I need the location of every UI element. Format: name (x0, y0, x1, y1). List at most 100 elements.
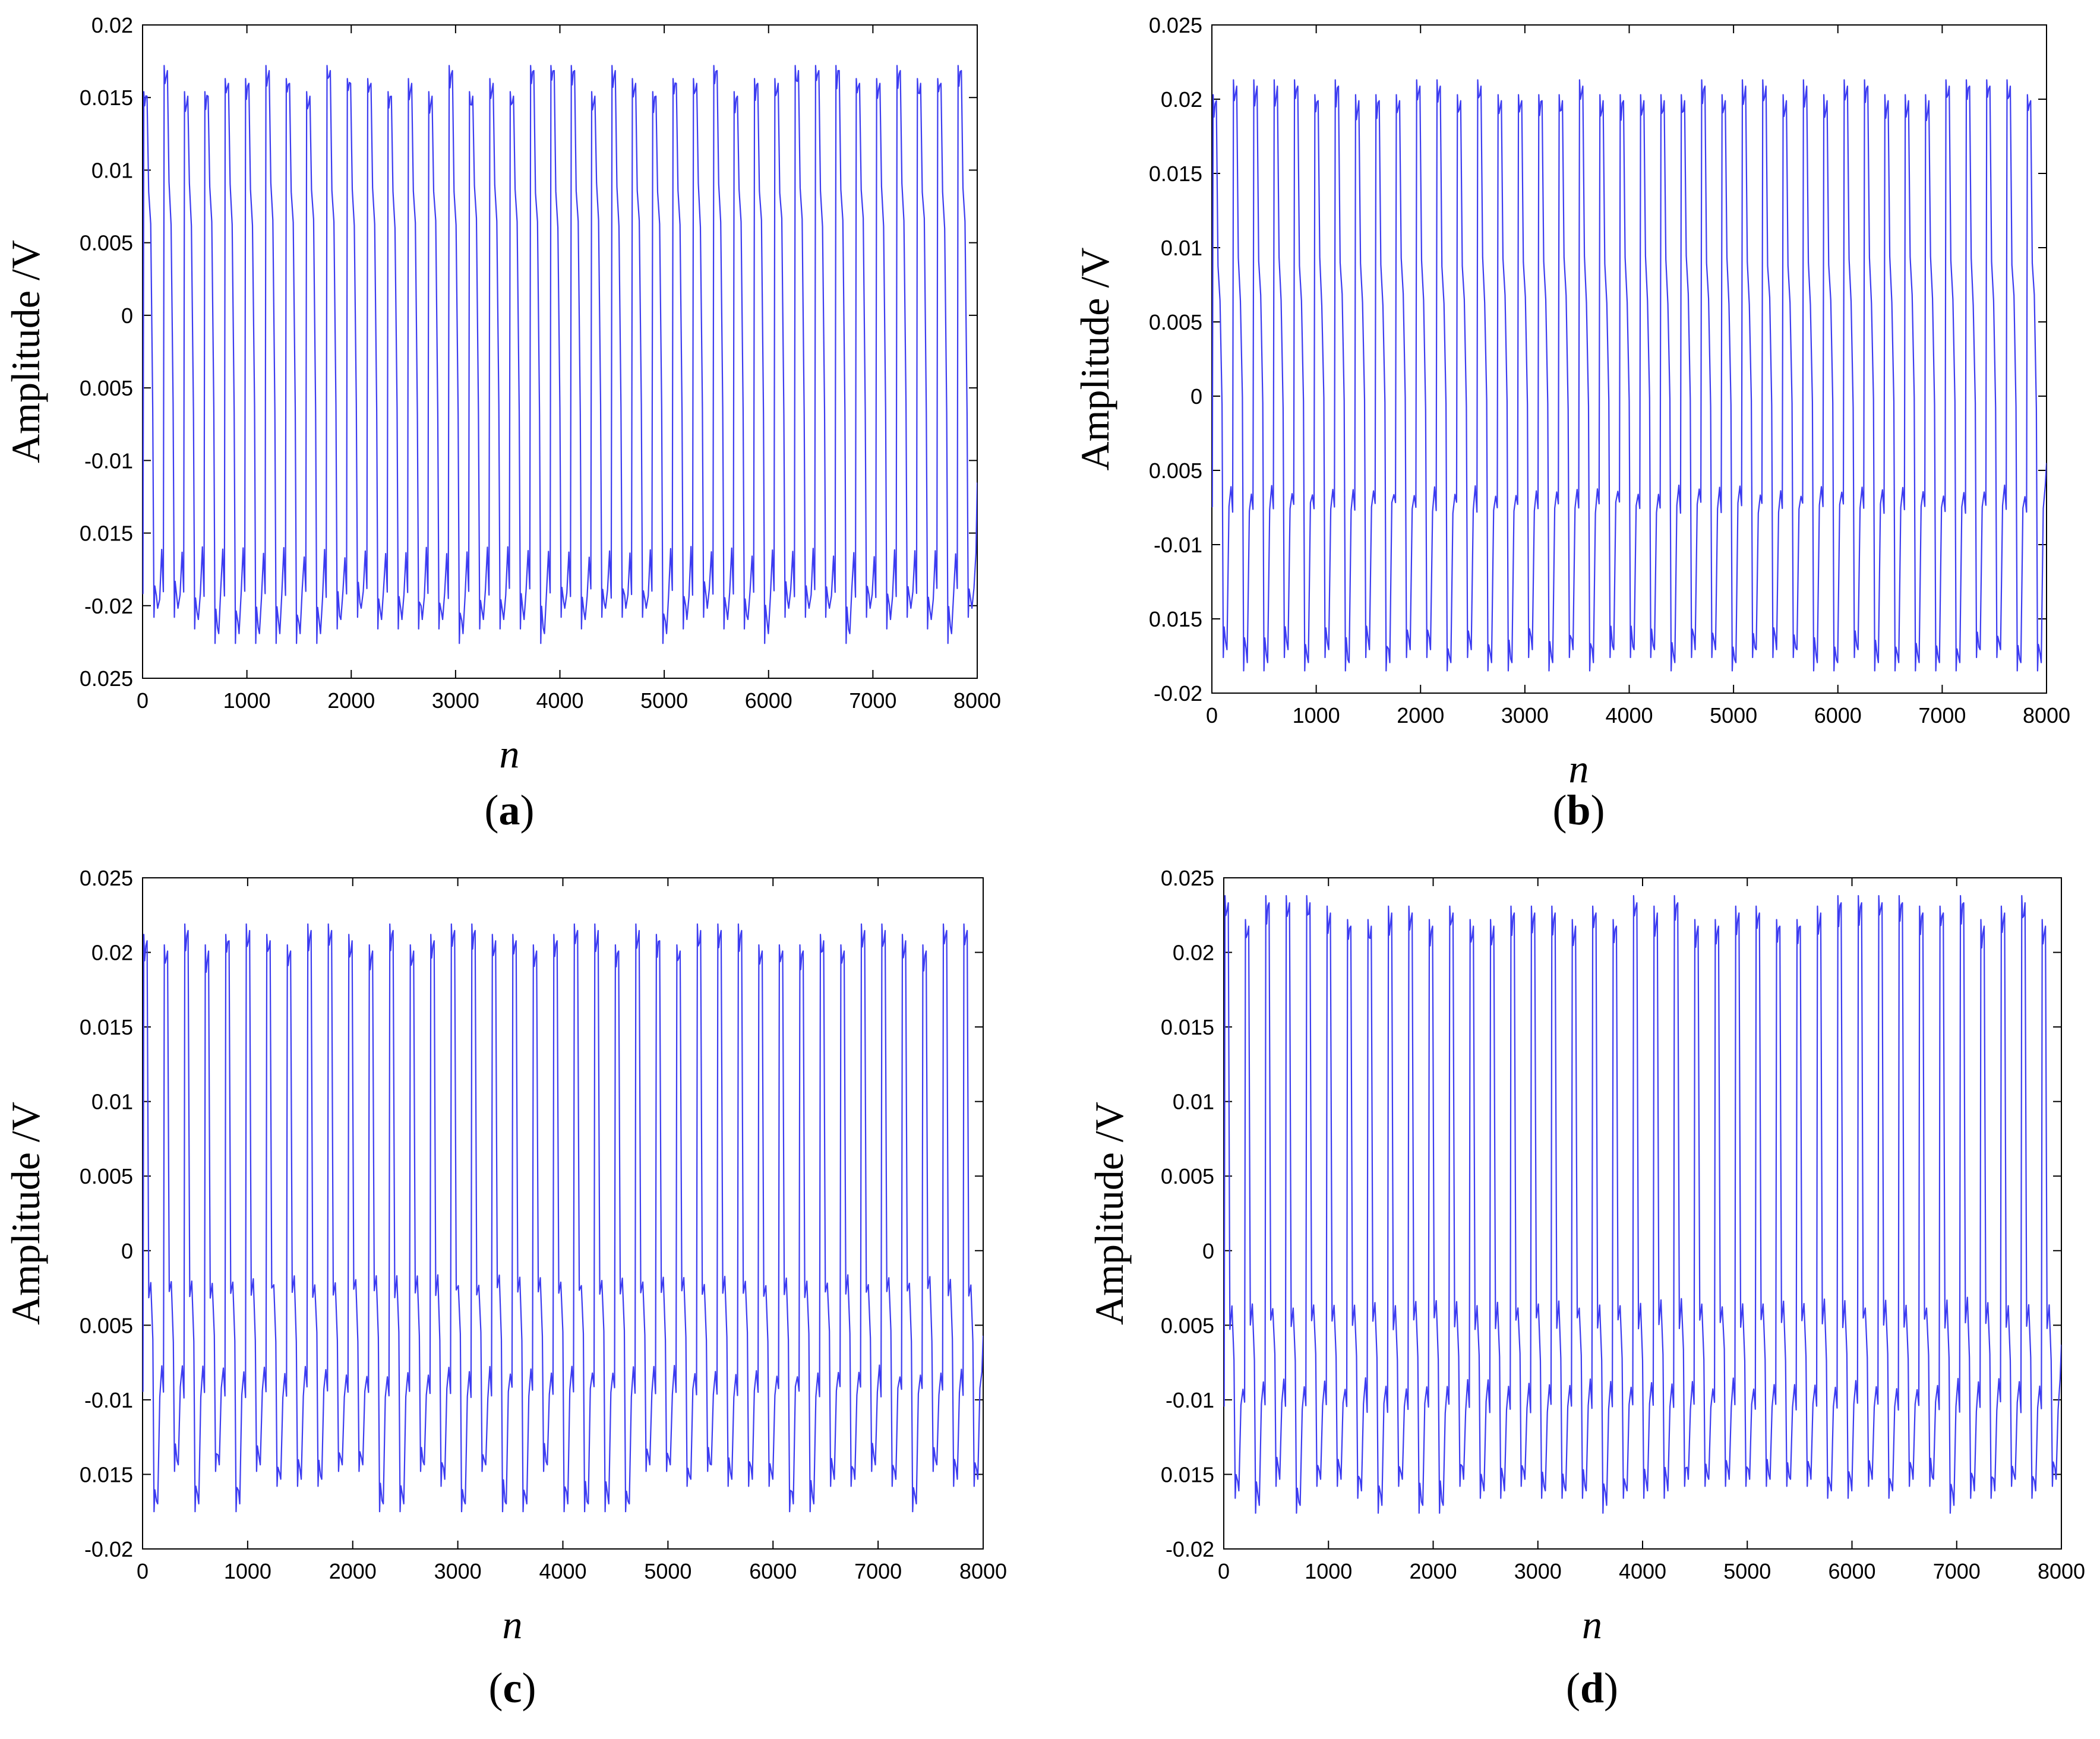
y-tick-label: 0 (1190, 384, 1202, 409)
y-axis-label: Amplitude /V (1072, 248, 1117, 471)
x-tick-label: 1000 (1305, 1559, 1352, 1583)
y-tick-label: 0.015 (1149, 162, 1202, 186)
chart-panel-b: 0 1000 2000 3000 4000 5000 6000 7000 8000 0.025 0.… (1072, 13, 2070, 834)
x-tick-label: 7000 (849, 688, 896, 713)
y-tick-label: -0.02 (84, 1537, 133, 1561)
y-tick-label: 0.005 (1161, 1164, 1214, 1188)
y-tick-label: 0.015 (80, 521, 133, 546)
x-axis-label: n (503, 1602, 523, 1647)
y-tick-label: 0.015 (1161, 1462, 1214, 1487)
y-tick-label: 0.005 (1149, 310, 1202, 334)
y-tick-label: -0.01 (84, 1388, 133, 1412)
x-tick-label: 0 (1206, 703, 1218, 728)
y-tick-label: 0.02 (91, 941, 133, 965)
y-tick-label: -0.01 (1166, 1388, 1214, 1412)
chart-panel-c: 0 1000 2000 3000 4000 5000 6000 7000 8000 0.025 0.… (3, 866, 1007, 1712)
y-tick-label: 0 (121, 303, 133, 328)
x-tick-label: 0 (137, 1559, 149, 1583)
series-line-signal (1224, 895, 2061, 1514)
x-tick-label: 3000 (1501, 703, 1549, 728)
x-tick-label: 6000 (1814, 703, 1862, 728)
x-tick-label: 2000 (329, 1559, 377, 1583)
y-tick-label: 0.005 (1161, 1313, 1214, 1338)
panel-caption: (a) (485, 786, 535, 834)
panel-caption: (b) (1552, 786, 1605, 834)
x-tick-label: 2000 (1409, 1559, 1457, 1583)
y-tick-label: 0.005 (1149, 459, 1202, 483)
x-tick-label: 6000 (1828, 1559, 1875, 1583)
x-tick-label: 8000 (2023, 703, 2070, 728)
x-tick-label: 7000 (1918, 703, 1966, 728)
caption-open-paren: ( (485, 786, 499, 834)
plot-frame (142, 877, 984, 1550)
y-tick-label: 0.015 (1149, 607, 1202, 631)
y-tick-label: 0.02 (1173, 941, 1214, 965)
x-tick-label: 1000 (223, 688, 271, 713)
y-tick-label: 0 (1202, 1239, 1214, 1263)
y-tick-label: 0.015 (80, 1462, 133, 1487)
y-tick-label: 0.005 (80, 1313, 133, 1338)
y-tick-label: 0.01 (91, 1090, 133, 1114)
x-tick-label: 5000 (640, 688, 688, 713)
x-tick-label: 1000 (224, 1559, 271, 1583)
x-tick-label: 3000 (434, 1559, 482, 1583)
x-tick-label: 6000 (745, 688, 792, 713)
panel-caption: (c) (489, 1664, 536, 1712)
caption-close-paren: ) (520, 786, 535, 834)
y-tick-label: 0.025 (80, 866, 133, 890)
y-tick-label: 0 (121, 1239, 133, 1263)
caption-letter: b (1567, 786, 1590, 834)
x-tick-label: 8000 (959, 1559, 1007, 1583)
y-tick-label: 0.02 (1161, 87, 1202, 112)
caption-letter: c (503, 1664, 522, 1712)
y-tick-label: 0.02 (91, 13, 133, 37)
y-tick-label: 0.005 (80, 1164, 133, 1188)
series-line-signal (143, 65, 977, 644)
y-tick-label: 0.01 (91, 158, 133, 182)
x-tick-label: 4000 (1619, 1559, 1666, 1583)
plot-frame (1223, 877, 2062, 1550)
x-tick-label: 2000 (327, 688, 375, 713)
y-tick-label: 0.01 (1173, 1090, 1214, 1114)
x-axis-label: n (500, 731, 520, 776)
caption-open-paren: ( (1566, 1664, 1580, 1712)
y-tick-label: 0.025 (1161, 866, 1214, 890)
y-tick-label: 0.015 (80, 86, 133, 110)
x-tick-label: 4000 (536, 688, 583, 713)
y-axis-label: Amplitude /V (3, 240, 48, 463)
y-tick-label: -0.01 (1154, 533, 1202, 557)
chart-panel-a: 0 1000 2000 3000 4000 5000 6000 7000 8000 0.02 0.0… (3, 13, 1001, 834)
caption-letter: d (1580, 1664, 1604, 1712)
caption-close-paren: ) (1604, 1664, 1618, 1712)
panel-caption: (d) (1566, 1664, 1618, 1712)
y-tick-label: 0.005 (80, 231, 133, 255)
y-tick-label: -0.02 (1154, 681, 1202, 706)
x-tick-label: 4000 (1605, 703, 1653, 728)
x-tick-label: 5000 (1723, 1559, 1771, 1583)
series-line-signal (143, 923, 983, 1513)
x-tick-label: 0 (137, 688, 149, 713)
x-tick-label: 3000 (432, 688, 479, 713)
caption-open-paren: ( (1552, 786, 1567, 834)
caption-letter: a (499, 786, 520, 834)
x-tick-label: 5000 (1710, 703, 1757, 728)
x-tick-label: 4000 (539, 1559, 586, 1583)
x-axis-label: n (1569, 746, 1589, 791)
x-tick-label: 7000 (1933, 1559, 1981, 1583)
y-axis-label: Amplitude /V (1087, 1102, 1132, 1325)
x-axis-label: n (1582, 1602, 1602, 1647)
y-tick-label: 0.005 (80, 376, 133, 400)
x-tick-label: 8000 (953, 688, 1001, 713)
x-tick-label: 1000 (1293, 703, 1340, 728)
series-line-signal (1212, 79, 2047, 672)
y-tick-label: 0.01 (1161, 236, 1202, 260)
caption-close-paren: ) (1591, 786, 1605, 834)
x-tick-label: 2000 (1397, 703, 1444, 728)
y-tick-label: 0.025 (1149, 13, 1202, 37)
y-tick-label: 0.015 (80, 1015, 133, 1039)
chart-panel-d: 0 1000 2000 3000 4000 5000 6000 7000 8000 0.025 0.… (1087, 866, 2085, 1712)
y-tick-label: -0.01 (84, 448, 133, 473)
y-tick-label: -0.02 (84, 594, 133, 618)
x-tick-label: 0 (1218, 1559, 1230, 1583)
